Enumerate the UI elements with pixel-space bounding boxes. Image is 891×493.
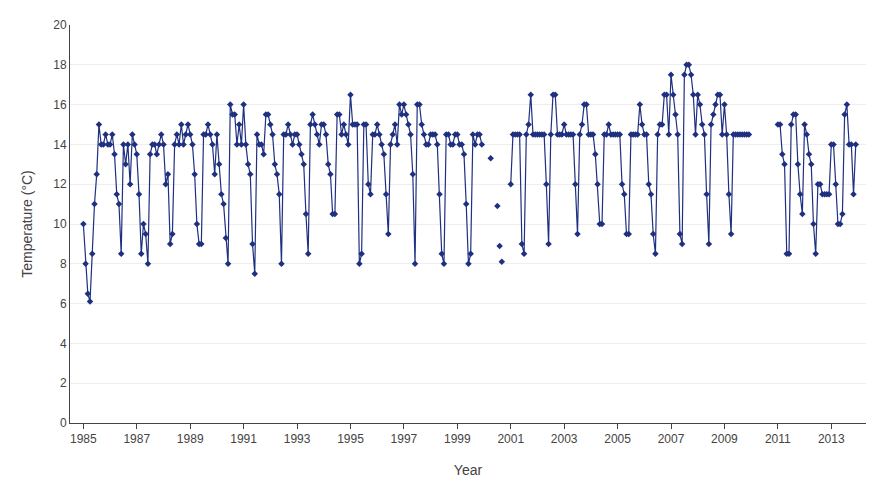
svg-text:1997: 1997 (391, 432, 418, 446)
svg-text:14: 14 (53, 138, 67, 152)
svg-text:Year: Year (454, 462, 483, 478)
svg-text:2001: 2001 (497, 432, 524, 446)
svg-text:6: 6 (60, 297, 67, 311)
svg-text:0: 0 (60, 416, 67, 430)
svg-text:Temperature (°C): Temperature (°C) (19, 170, 35, 278)
svg-text:2011: 2011 (765, 432, 791, 446)
svg-text:1987: 1987 (123, 432, 150, 446)
svg-text:1995: 1995 (337, 432, 364, 446)
svg-text:10: 10 (53, 217, 67, 231)
svg-text:16: 16 (53, 98, 67, 112)
svg-text:8: 8 (60, 257, 67, 271)
svg-text:1993: 1993 (284, 432, 311, 446)
svg-text:2: 2 (60, 376, 67, 390)
svg-text:1985: 1985 (70, 432, 97, 446)
svg-text:2005: 2005 (604, 432, 631, 446)
svg-text:4: 4 (60, 337, 67, 351)
svg-text:1989: 1989 (177, 432, 204, 446)
svg-text:2013: 2013 (818, 432, 845, 446)
svg-text:12: 12 (53, 177, 67, 191)
svg-text:20: 20 (53, 18, 67, 32)
svg-text:2009: 2009 (711, 432, 738, 446)
svg-text:18: 18 (53, 58, 67, 72)
svg-text:1999: 1999 (444, 432, 471, 446)
svg-text:1991: 1991 (230, 432, 257, 446)
svg-text:2003: 2003 (551, 432, 578, 446)
svg-text:2007: 2007 (658, 432, 685, 446)
